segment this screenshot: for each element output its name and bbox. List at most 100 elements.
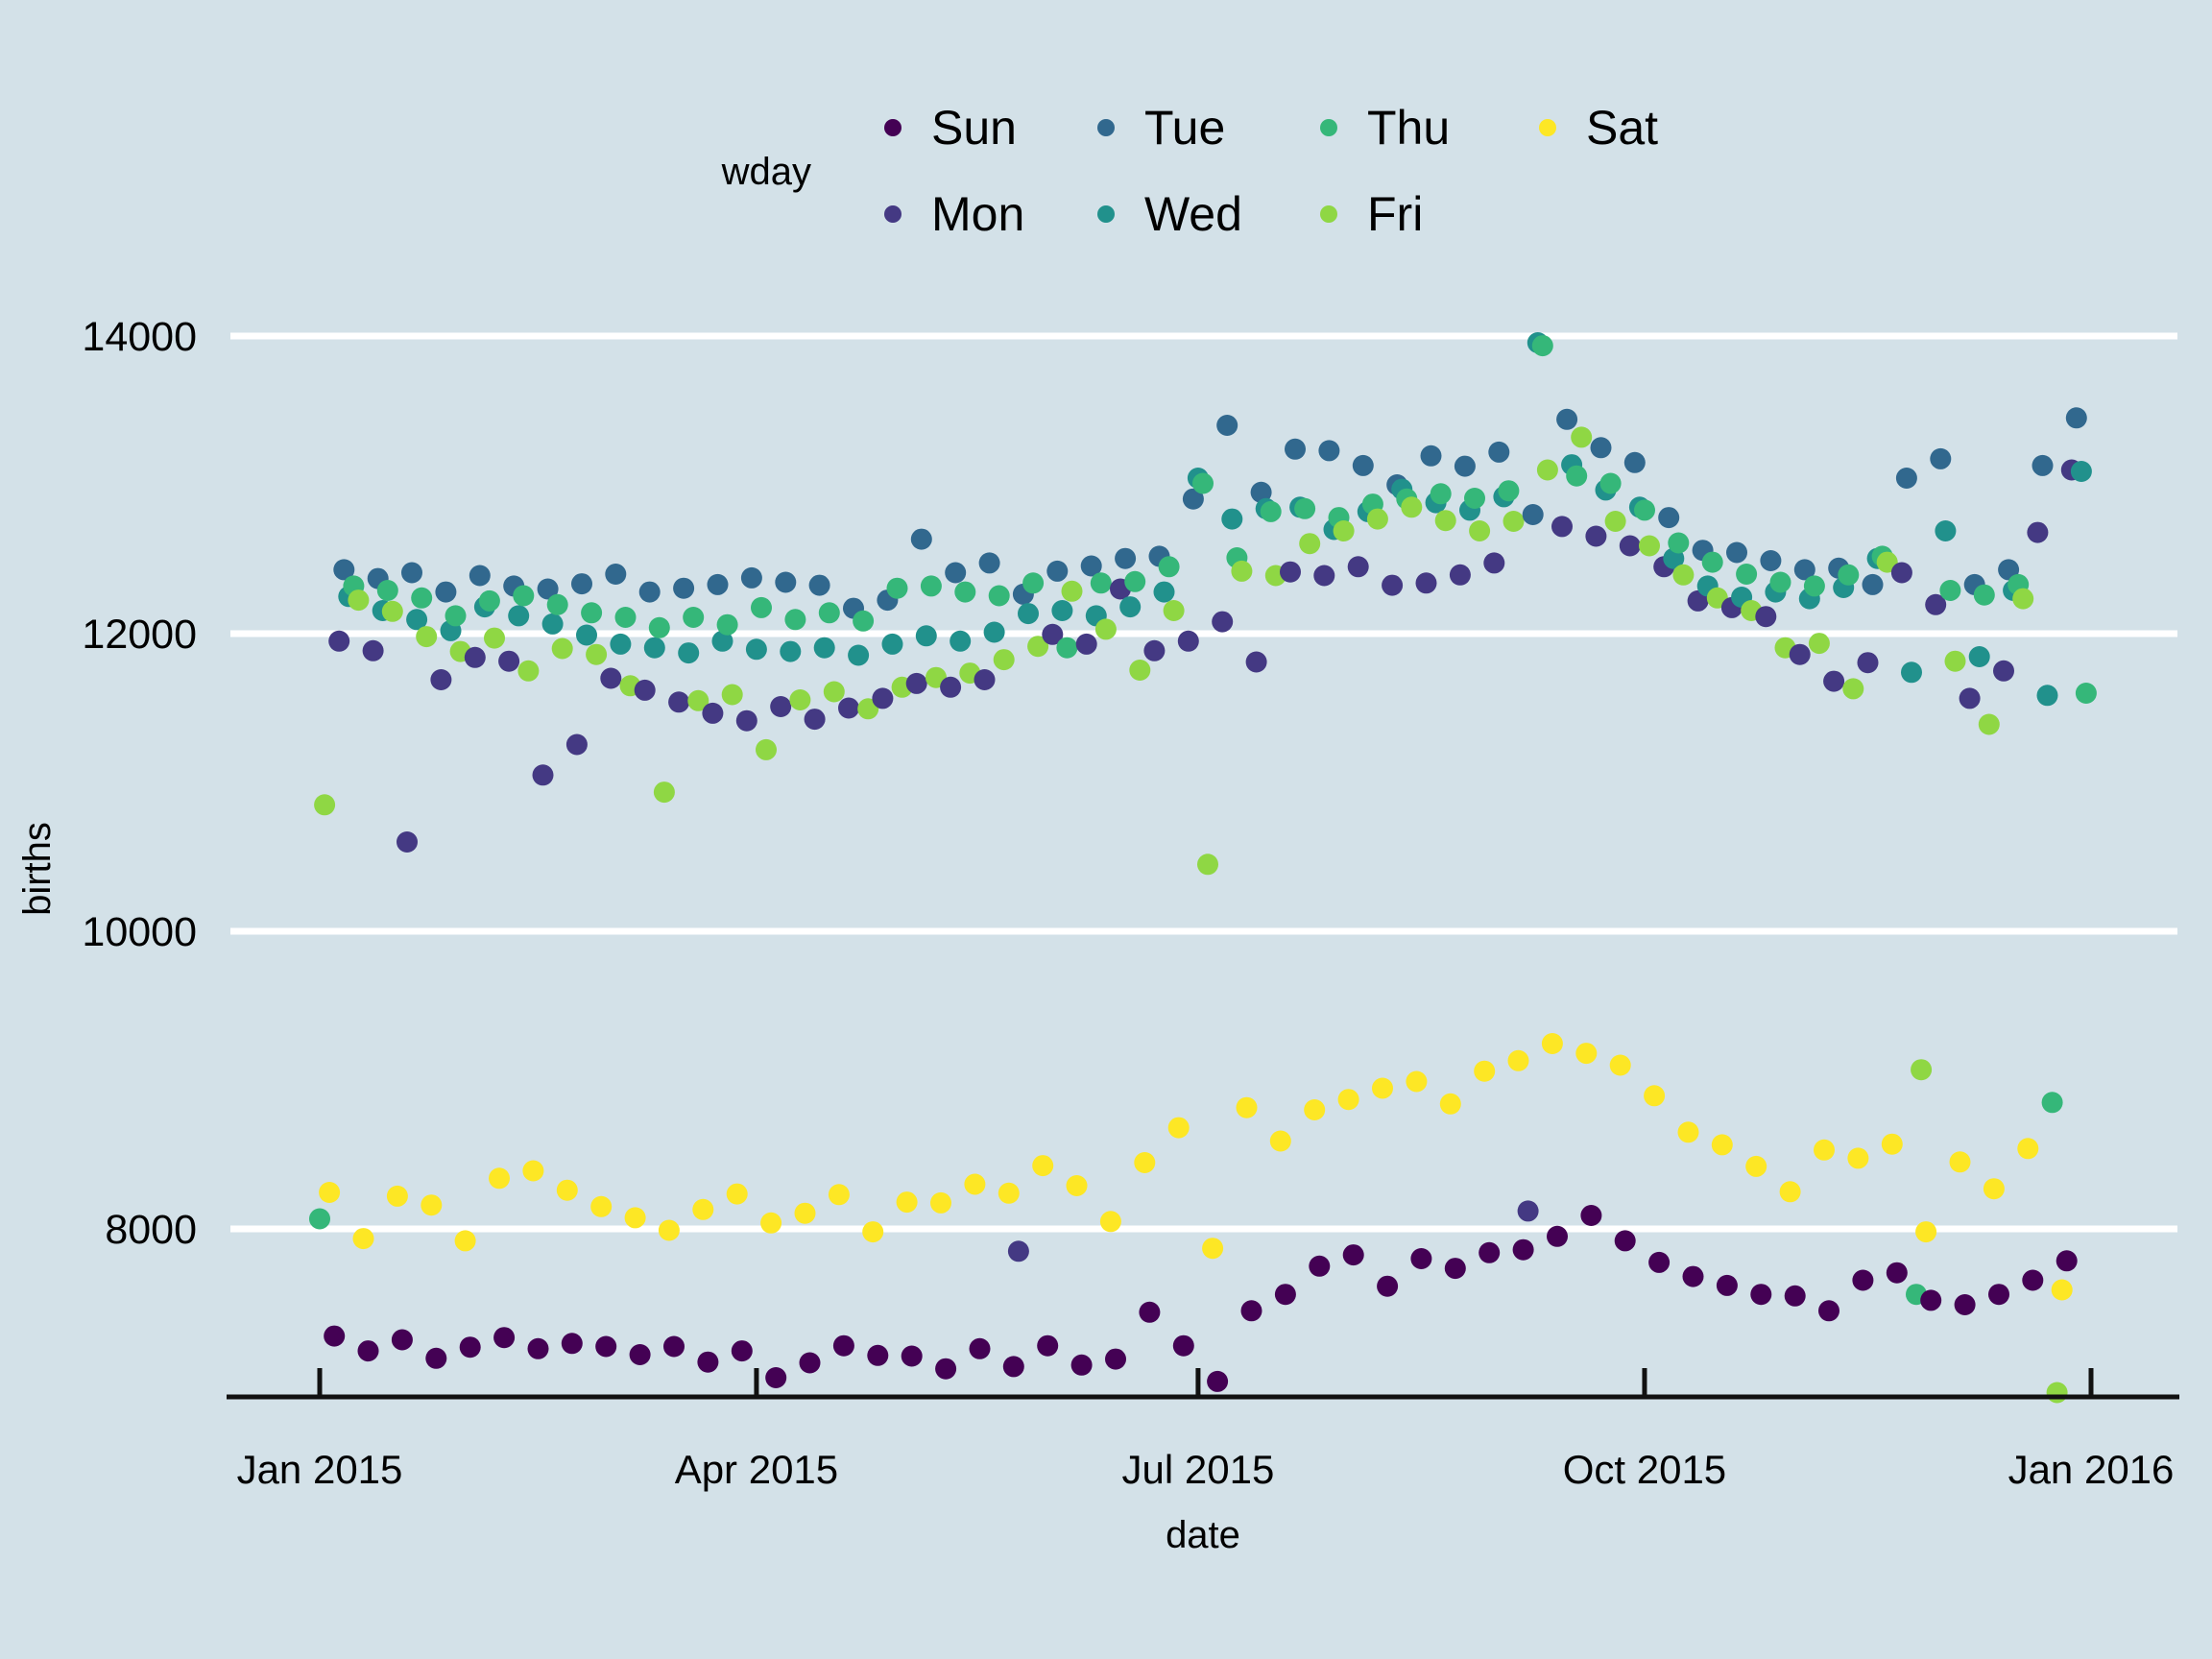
data-point-tue <box>1760 550 1782 571</box>
data-point-mon <box>770 696 792 717</box>
data-point-tue <box>1556 408 1578 430</box>
data-point-thu <box>920 575 942 597</box>
data-point-sat <box>454 1230 476 1252</box>
data-point-sun <box>595 1335 617 1358</box>
data-point-tue <box>1285 438 1306 460</box>
data-point-thu <box>648 616 670 638</box>
data-point-sun <box>459 1336 481 1358</box>
data-point-tue <box>1793 559 1815 581</box>
data-point-sat <box>1032 1155 1054 1177</box>
data-point-mon <box>1007 1240 1029 1262</box>
data-point-thu <box>1939 580 1961 601</box>
data-point-mon <box>1212 611 1234 633</box>
data-point-tue <box>333 559 355 581</box>
data-point-wed <box>508 605 530 627</box>
data-point-tue <box>1522 504 1544 525</box>
data-point-mon <box>1042 623 1064 645</box>
legend-title: wday <box>721 151 811 193</box>
data-point-mon <box>498 650 520 672</box>
data-point-sat <box>386 1185 408 1207</box>
data-point-thu <box>411 587 433 609</box>
data-point-thu <box>1566 465 1588 487</box>
data-point-tue <box>1623 451 1646 473</box>
data-point-sat <box>862 1221 884 1243</box>
data-point-thu <box>1192 472 1214 494</box>
data-point-sat <box>1915 1221 1937 1243</box>
data-point-sun <box>1682 1265 1704 1287</box>
data-point-fri <box>1401 496 1423 518</box>
data-point-sat <box>1677 1121 1699 1143</box>
data-point-sat <box>1745 1155 1767 1177</box>
data-point-sun <box>425 1347 447 1369</box>
data-point-sat <box>1949 1151 1971 1173</box>
data-point-wed <box>881 633 903 655</box>
data-point-mon <box>974 669 996 690</box>
x-axis-ticks <box>317 1368 2094 1397</box>
data-point-sat <box>2017 1138 2039 1160</box>
data-point-sat <box>1304 1099 1326 1120</box>
data-point-sat <box>998 1182 1020 1204</box>
data-point-sat <box>1406 1070 1428 1093</box>
data-point-sun <box>357 1340 379 1362</box>
data-point-tue <box>1454 455 1476 477</box>
data-point-sat <box>1711 1134 1733 1156</box>
data-point-tue <box>1080 555 1102 577</box>
data-point-fri <box>789 689 811 710</box>
legend-item-label: Fri <box>1367 187 1423 241</box>
x-tick-label: Jan 2015 <box>237 1447 403 1492</box>
data-point-fri <box>1978 713 2000 735</box>
data-point-sat <box>1066 1175 1088 1196</box>
x-tick-label: Jan 2016 <box>2008 1447 2175 1492</box>
data-point-sun <box>1852 1269 1874 1291</box>
legend-item-label: Thu <box>1367 101 1450 155</box>
data-point-thu <box>784 609 806 631</box>
data-point-mon <box>1177 630 1199 652</box>
data-point-mon <box>1280 561 1301 583</box>
data-point-wed <box>406 609 428 631</box>
data-point-sat <box>1507 1049 1529 1071</box>
legend-key-icon <box>884 119 902 136</box>
data-point-tue <box>945 562 967 584</box>
data-point-sun <box>1342 1244 1364 1266</box>
data-point-tue <box>910 528 932 550</box>
data-point-thu <box>513 585 535 607</box>
data-point-tue <box>1046 560 1069 582</box>
data-point-fri <box>517 660 540 682</box>
y-tick-label-14000: 14000 <box>82 314 197 360</box>
data-point-tue <box>707 573 729 595</box>
x-axis-tick-labels: Jan 2015 Apr 2015 Jul 2015 Oct 2015 Jan 2016 <box>237 1447 2175 1492</box>
data-point-sun <box>493 1327 516 1349</box>
data-point-tue <box>1250 481 1272 503</box>
legend-item-label: Tue <box>1144 101 1225 155</box>
data-point-sun <box>1648 1251 1671 1273</box>
data-point-thu <box>1668 532 1690 554</box>
data-point-sun <box>1580 1205 1602 1226</box>
data-point-mon <box>430 669 452 690</box>
data-point-sun <box>1750 1284 1772 1306</box>
data-point-thu <box>581 602 603 624</box>
data-point-sat <box>1983 1178 2005 1200</box>
data-point-sat <box>760 1212 782 1234</box>
data-point-sun <box>1784 1285 1806 1307</box>
data-point-thu <box>2041 1092 2063 1114</box>
data-point-mon <box>1313 565 1335 587</box>
scatter-points <box>309 332 2097 1404</box>
data-point-thu <box>1973 584 1995 606</box>
data-point-sat <box>1167 1117 1190 1139</box>
y-tick-label-8000: 8000 <box>105 1207 197 1253</box>
data-point-sun <box>935 1358 957 1380</box>
data-point-tue <box>808 574 830 596</box>
data-point-thu <box>1736 564 1758 585</box>
legend-item-thu: Thu <box>1320 101 1450 155</box>
data-point-mon <box>735 709 757 732</box>
data-point-sun <box>527 1337 549 1359</box>
data-point-wed <box>678 642 700 664</box>
data-point-sat <box>590 1195 613 1217</box>
data-point-wed <box>915 625 937 647</box>
data-point-mon <box>1517 1200 1539 1222</box>
data-point-tue <box>469 565 491 587</box>
data-point-wed <box>1221 508 1243 530</box>
x-tick-label: Oct 2015 <box>1563 1447 1726 1492</box>
legend-key-icon <box>1320 205 1337 223</box>
data-point-fri <box>1129 660 1151 681</box>
